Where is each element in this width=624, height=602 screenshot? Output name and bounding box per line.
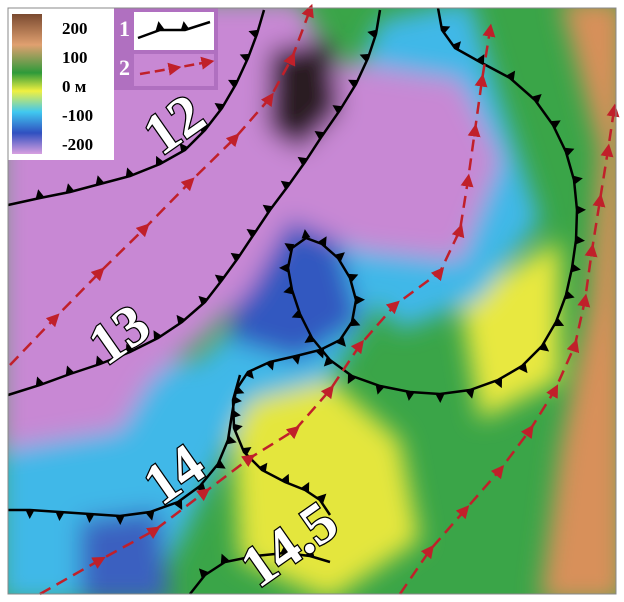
deep [80, 510, 170, 602]
scale-label: -100 [62, 106, 93, 125]
scale-label: 200 [62, 19, 88, 38]
scale-label: 100 [62, 48, 88, 67]
map: 12 13 14 14.5 200 100 0 м -100 -200 1 2 [0, 0, 624, 602]
key-sample [134, 54, 214, 86]
scale-label: -200 [62, 135, 93, 154]
scale-label: 0 м [62, 77, 87, 96]
key-number: 2 [119, 55, 130, 80]
color-scale [12, 14, 42, 154]
key-number: 1 [119, 16, 130, 41]
